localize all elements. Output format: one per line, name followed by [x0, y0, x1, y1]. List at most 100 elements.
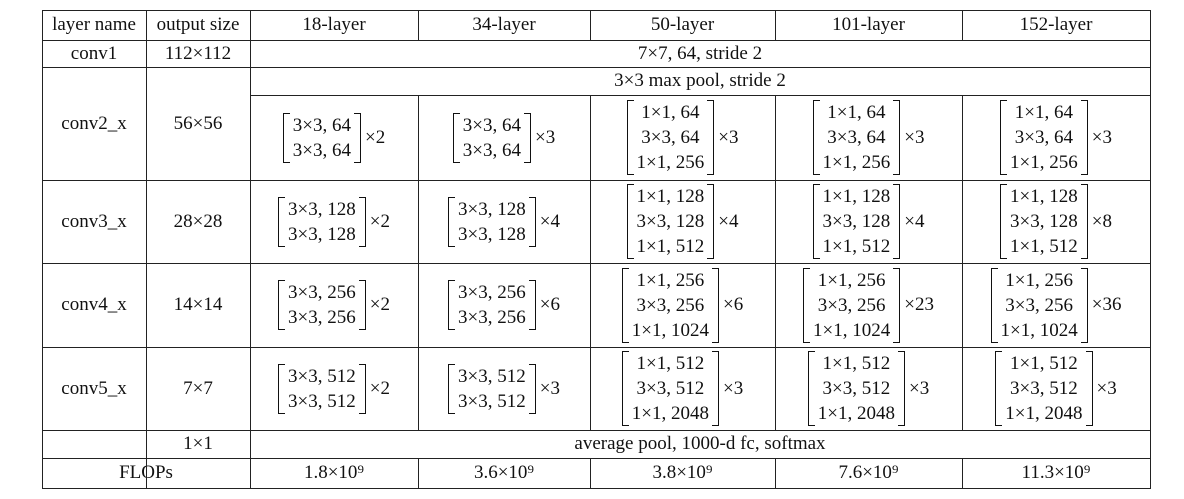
repeat: ×3 [535, 126, 556, 148]
rule [42, 347, 1151, 348]
block-cell: 3×3, 64 3×3, 64 ×3 [418, 95, 590, 180]
rule [418, 10, 419, 40]
block-cell: 1×1, 64 3×3, 64 1×1, 256 ×3 [962, 95, 1150, 180]
bracket: 1×1, 256 3×3, 256 1×1, 1024 [990, 267, 1088, 343]
block-line: 3×3, 512 [1010, 378, 1078, 399]
repeat: ×2 [369, 210, 390, 232]
block-line: 1×1, 256 [1005, 269, 1073, 291]
flops-value: 1.8×10⁹ [303, 462, 365, 483]
block-line: 3×3, 128 [458, 223, 526, 245]
header-cell: 50-layer [650, 14, 715, 35]
block-cell: 1×1, 512 3×3, 512 1×1, 2048 ×3 [590, 347, 775, 430]
rule [42, 458, 1151, 459]
block-line: 3×3, 256 [817, 294, 886, 316]
block-line: 3×3, 256 [288, 307, 356, 328]
layer-name: conv4_x [61, 294, 127, 315]
rule [42, 10, 1151, 11]
block-line: 1×1, 256 [636, 152, 705, 173]
block-line: 3×3, 512 [288, 390, 356, 412]
block-line: 3×3, 128 [822, 211, 891, 232]
rule [962, 347, 963, 430]
rule [590, 347, 591, 430]
block-line: 3×3, 64 [292, 114, 351, 136]
block-line: 1×1, 1024 [1000, 319, 1078, 341]
output-size: 28×28 [173, 210, 223, 232]
rule [590, 458, 591, 488]
rule [42, 67, 1151, 68]
bracket: 1×1, 512 3×3, 512 1×1, 2048 [807, 351, 905, 426]
flops-value: 7.6×10⁹ [838, 462, 899, 483]
block-cell: 1×1, 512 3×3, 512 1×1, 2048 ×3 [962, 347, 1150, 430]
block-cell: 1×1, 128 3×3, 128 1×1, 512 ×4 [590, 180, 775, 263]
bracket: 1×1, 64 3×3, 64 1×1, 256 [626, 100, 715, 175]
flops-value: 3.6×10⁹ [473, 462, 535, 483]
header-cell: output size [156, 14, 240, 35]
block-line: 3×3, 128 [458, 198, 526, 220]
rule [418, 347, 419, 430]
block-cell: 1×1, 256 3×3, 256 1×1, 1024 ×23 [775, 263, 962, 347]
bracket: 1×1, 64 3×3, 64 1×1, 256 [812, 100, 901, 175]
repeat: ×8 [1091, 210, 1112, 232]
output-size: 56×56 [173, 112, 223, 134]
block-line: 1×1, 2048 [817, 403, 895, 424]
repeat: ×3 [909, 377, 930, 399]
bracket: 3×3, 256 3×3, 256 [278, 280, 366, 330]
block-cell: 3×3, 512 3×3, 512 ×3 [418, 347, 590, 430]
block-line: 1×1, 512 [822, 236, 891, 257]
spanning-cell: average pool, 1000-d fc, softmax [574, 433, 826, 454]
header-cell: layer name [52, 14, 136, 35]
rule [775, 347, 776, 430]
rule [42, 263, 1151, 264]
block-line: 3×3, 64 [641, 127, 700, 148]
block-line: 1×1, 256 [822, 152, 891, 173]
bracket: 1×1, 256 3×3, 256 1×1, 1024 [621, 267, 719, 343]
block-line: 3×3, 64 [827, 127, 886, 148]
block-line: 3×3, 256 [458, 282, 526, 303]
repeat: ×2 [369, 294, 390, 315]
bracket: 1×1, 64 3×3, 64 1×1, 256 [1000, 100, 1088, 175]
block-line: 3×3, 64 [462, 139, 521, 161]
output-size: 1×1 [183, 433, 213, 454]
block-cell: 1×1, 64 3×3, 64 1×1, 256 ×3 [590, 95, 775, 180]
rule [418, 263, 419, 347]
rule [42, 180, 1151, 181]
block-cell: 1×1, 64 3×3, 64 1×1, 256 ×3 [775, 95, 962, 180]
block-line: 1×1, 512 [1010, 353, 1078, 374]
rule [590, 10, 591, 40]
block-cell: 1×1, 256 3×3, 256 1×1, 1024 ×36 [962, 263, 1150, 347]
block-cell: 3×3, 128 3×3, 128 ×2 [250, 180, 418, 263]
block-line: 3×3, 512 [636, 378, 705, 399]
block-line: 1×1, 512 [636, 353, 705, 374]
block-line: 3×3, 128 [288, 223, 356, 245]
block-line: 1×1, 256 [817, 269, 886, 291]
rule [1150, 10, 1151, 489]
block-line: 3×3, 64 [462, 114, 521, 136]
block-cell: 3×3, 512 3×3, 512 ×2 [250, 347, 418, 430]
bracket: 3×3, 512 3×3, 512 [448, 363, 536, 414]
rule [42, 430, 1151, 431]
rule [962, 458, 963, 488]
block-line: 1×1, 128 [636, 186, 705, 207]
header-cell: 101-layer [832, 14, 905, 35]
block-line: 1×1, 2048 [1005, 403, 1083, 424]
layer-name: conv3_x [61, 210, 127, 232]
flops-value: 11.3×10⁹ [1021, 462, 1091, 483]
block-cell: 3×3, 256 3×3, 256 ×6 [418, 263, 590, 347]
rule [42, 10, 43, 489]
repeat: ×2 [365, 126, 386, 148]
layer-name: conv1 [70, 42, 118, 64]
layer-name: conv5_x [61, 377, 127, 399]
block-line: 3×3, 256 [1005, 294, 1073, 316]
block-cell: 1×1, 256 3×3, 256 1×1, 1024 ×6 [590, 263, 775, 347]
block-line: 1×1, 128 [1010, 186, 1078, 207]
block-line: 1×1, 256 [636, 269, 705, 291]
block-cell: 1×1, 128 3×3, 128 1×1, 512 ×8 [962, 180, 1150, 263]
rule [775, 458, 776, 488]
output-size: 7×7 [183, 377, 213, 399]
rule [590, 95, 591, 180]
rule [418, 458, 419, 488]
repeat: ×4 [718, 210, 739, 232]
block-cell: 3×3, 256 3×3, 256 ×2 [250, 263, 418, 347]
bracket: 1×1, 128 3×3, 128 1×1, 512 [626, 184, 715, 259]
block-line: 1×1, 512 [1010, 236, 1078, 257]
